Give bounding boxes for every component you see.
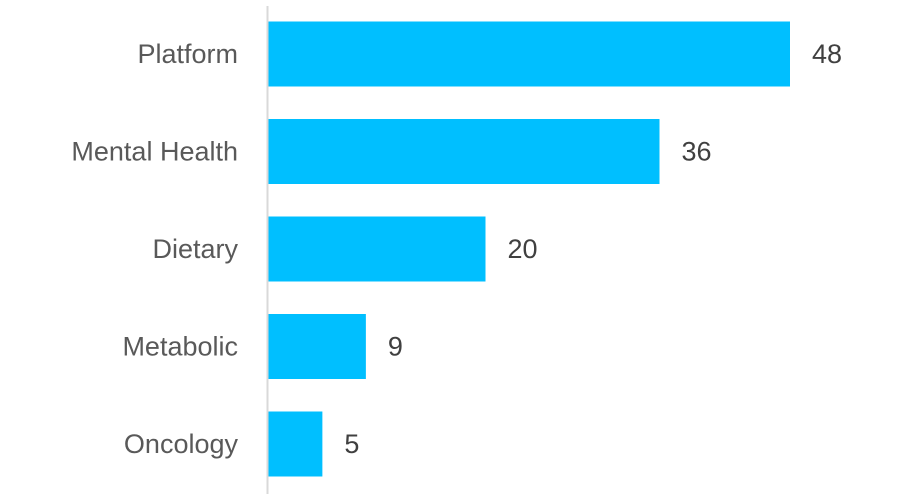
category-label-mental-health: Mental Health: [71, 137, 238, 167]
category-label-metabolic: Metabolic: [122, 332, 238, 362]
value-label-oncology: 5: [344, 429, 359, 459]
category-label-oncology: Oncology: [124, 429, 239, 459]
category-label-platform: Platform: [137, 39, 238, 69]
bar-oncology: [268, 411, 323, 477]
bar-mental-health: [268, 119, 660, 184]
category-labels: Platform Mental Health Dietary Metabolic Onc…: [71, 39, 238, 459]
bar-dietary: [268, 216, 486, 282]
bar-group: [268, 21, 790, 477]
bar-metabolic: [268, 314, 366, 379]
value-label-dietary: 20: [508, 234, 538, 264]
value-label-platform: 48: [812, 39, 842, 69]
bar-platform: [268, 21, 790, 87]
value-label-metabolic: 9: [388, 332, 403, 362]
value-label-mental-health: 36: [682, 137, 712, 167]
category-label-dietary: Dietary: [152, 234, 238, 264]
value-labels: 48 36 20 9 5: [344, 39, 842, 459]
